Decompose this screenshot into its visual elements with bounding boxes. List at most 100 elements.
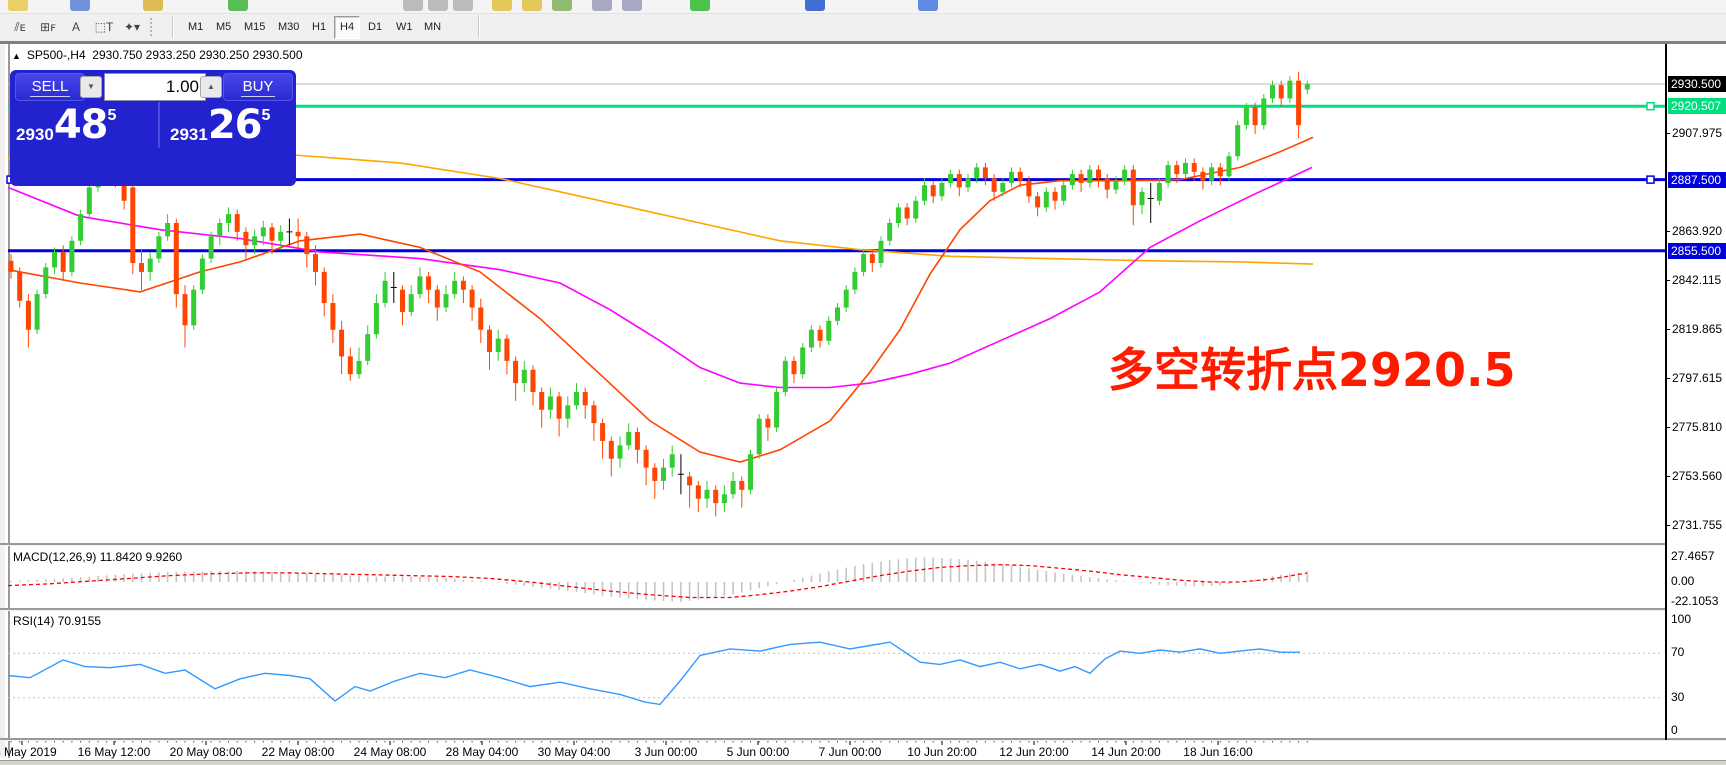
panel-icon[interactable] — [918, 0, 938, 11]
collapse-trade-panel-icon[interactable]: ▲ — [12, 51, 21, 61]
pane-separator-rsi[interactable] — [0, 608, 1667, 611]
candle-body — [1113, 180, 1119, 190]
buy-button[interactable]: BUY — [223, 73, 293, 101]
timeframe-button-h1[interactable]: H1 — [312, 21, 327, 33]
bid-price[interactable]: 2930485 — [16, 102, 117, 148]
timeframe-button-m5[interactable]: M5 — [216, 21, 232, 33]
candle-body — [1043, 191, 1049, 208]
candle-body — [617, 445, 623, 459]
candle-body — [1165, 165, 1171, 183]
candle-body — [1035, 196, 1041, 208]
candle-chart-icon[interactable] — [428, 0, 448, 11]
candle-body — [1009, 171, 1014, 183]
timeframe-button-h4[interactable]: H4 — [334, 16, 361, 39]
candle-body — [434, 289, 440, 308]
chart-window[interactable]: ▲ SP500-,H4 2930.750 2933.250 2930.250 29… — [0, 44, 1726, 765]
candle-body — [513, 360, 519, 384]
pane-separator-macd[interactable] — [0, 543, 1667, 546]
timeframe-button-m1[interactable]: M1 — [188, 21, 204, 33]
volume-input[interactable]: 1.00 — [104, 73, 206, 101]
macd-scale-label: 0.00 — [1671, 574, 1695, 588]
new-order-icon[interactable] — [228, 0, 248, 11]
candle-body — [1191, 162, 1197, 172]
candle-body — [443, 294, 449, 308]
candle-body — [608, 440, 614, 459]
shapes-menu-icon[interactable]: ✦▾ — [123, 20, 141, 34]
volume-increase-button[interactable]: ▲ — [200, 76, 222, 98]
line-chart-icon[interactable] — [453, 0, 473, 11]
profile-icon[interactable] — [70, 0, 90, 11]
candle-body — [487, 329, 492, 352]
toolbar-grip[interactable] — [150, 18, 156, 36]
arrange-icon[interactable] — [622, 0, 642, 11]
candle-body — [1243, 107, 1249, 126]
timeframe-button-d1[interactable]: D1 — [368, 21, 383, 33]
candle-body — [417, 276, 423, 295]
candle-body — [748, 454, 753, 490]
text-label-icon[interactable]: ⬚T — [94, 20, 114, 34]
candle-body — [939, 182, 945, 197]
macd-scale-label: 27.4657 — [1671, 548, 1715, 563]
cascade-icon[interactable] — [592, 0, 612, 11]
candle-body — [565, 405, 571, 419]
timeframe-button-w1[interactable]: W1 — [396, 21, 413, 33]
candle-body — [852, 271, 858, 290]
rsi-scale-label: 70 — [1671, 645, 1685, 660]
macd-label: MACD(12,26,9) 11.8420 9.9260 — [11, 550, 185, 564]
price-tag-2930.500: 2930.500 — [1668, 76, 1726, 92]
candle-body — [878, 240, 884, 264]
zoom-out-icon[interactable] — [522, 0, 542, 11]
globe-icon[interactable] — [805, 0, 825, 11]
time-axis-label: 16 May 12:00 — [77, 745, 151, 759]
candle-body — [974, 167, 980, 179]
timeframe-button-m15[interactable]: M15 — [244, 21, 266, 33]
rsi-label: RSI(14) 70.9155 — [11, 614, 104, 628]
candle-body — [1156, 182, 1162, 201]
price-tick-label: 2842.115 — [1665, 272, 1722, 287]
candle-body — [1304, 84, 1310, 90]
candle-body — [504, 338, 510, 361]
text-icon[interactable]: A — [71, 20, 80, 34]
candle-body — [1069, 174, 1075, 186]
candle-body — [400, 289, 405, 312]
price-axis-border[interactable] — [1665, 44, 1667, 740]
price-tag-2855.500: 2855.500 — [1668, 242, 1726, 259]
favorites-icon[interactable] — [8, 0, 28, 11]
time-axis-label: 12 Jun 20:00 — [999, 745, 1069, 759]
rsi-line — [7, 641, 1300, 706]
candle-body — [626, 432, 632, 446]
candle-body — [713, 489, 719, 504]
timeframe-button-m30[interactable]: M30 — [278, 21, 300, 33]
ask-price[interactable]: 2931265 — [158, 102, 270, 148]
volume-decrease-button[interactable]: ▼ — [80, 76, 102, 98]
add-indicator-icon[interactable] — [690, 0, 710, 11]
rsi-scale-label: 0 — [1671, 723, 1678, 737]
candle-body — [365, 334, 371, 361]
timeframe-button-mn[interactable]: MN — [424, 21, 442, 33]
candle-body — [1026, 180, 1032, 197]
candle-body — [321, 271, 327, 304]
search-icon[interactable] — [143, 0, 163, 11]
candle-body — [139, 263, 144, 272]
chart-annotation-text[interactable]: 多空转折点2920.5 — [1108, 343, 1516, 397]
bar-chart-icon[interactable] — [403, 0, 423, 11]
candle-body — [43, 267, 49, 295]
candle-body — [1078, 174, 1084, 183]
candle-body — [1235, 125, 1241, 157]
candle-body — [1217, 167, 1223, 177]
fibonacci-icon[interactable]: ⊞ꜰ — [40, 20, 56, 34]
candle-body — [808, 329, 814, 348]
zoom-in-icon[interactable] — [492, 0, 512, 11]
tile-windows-icon[interactable] — [552, 0, 572, 11]
candle-body — [791, 360, 797, 375]
price-tick-label: 2819.865 — [1665, 322, 1723, 337]
sell-button[interactable]: SELL — [15, 73, 85, 101]
candle-body — [843, 289, 849, 308]
equidistant-channel-icon[interactable]: ⫽ᴇ — [14, 20, 26, 34]
candle-body — [930, 185, 936, 197]
candle-body — [591, 405, 597, 424]
price-tick-label: 2775.810 — [1665, 419, 1723, 434]
candle-body — [765, 418, 771, 428]
candle-body — [782, 360, 788, 392]
candle-body — [730, 480, 736, 495]
